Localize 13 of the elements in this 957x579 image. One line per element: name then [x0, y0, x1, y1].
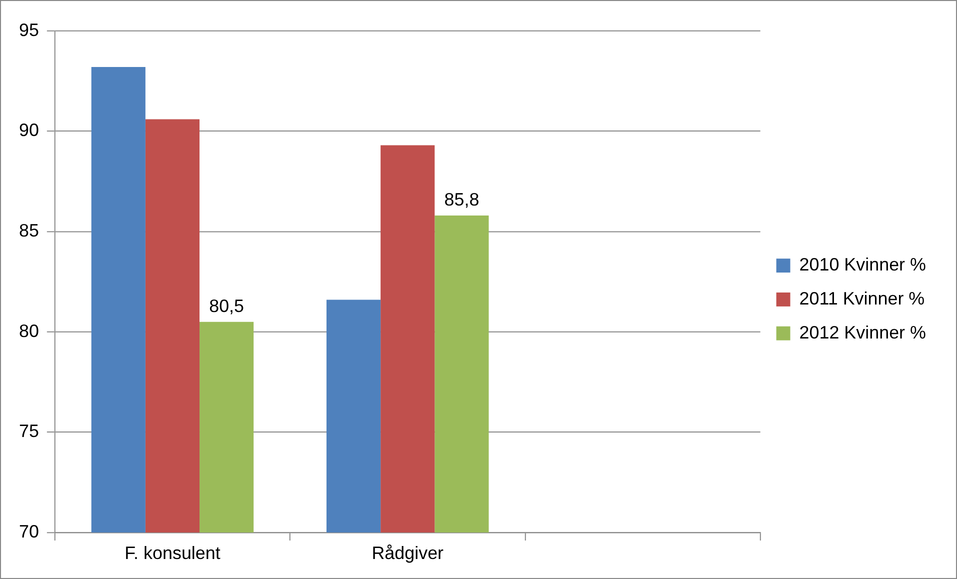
legend-label: 2012 Kvinner %: [799, 322, 926, 342]
y-tick-label: 75: [18, 421, 39, 442]
y-tick-label: 90: [18, 120, 39, 140]
data-label: 85,8: [444, 190, 480, 210]
legend-label: 2010 Kvinner %: [799, 254, 926, 275]
x-tick-label: Rådgiver: [372, 543, 444, 564]
y-tick-label: 85: [18, 220, 39, 241]
x-tick-label: F. konsulent: [124, 543, 220, 564]
data-label: 80,5: [209, 296, 244, 316]
y-tick-label: 95: [18, 20, 39, 40]
y-tick-label: 70: [18, 522, 39, 542]
y-tick-label: 80: [18, 320, 39, 341]
legend-label: 2011 Kvinner %: [799, 288, 925, 308]
